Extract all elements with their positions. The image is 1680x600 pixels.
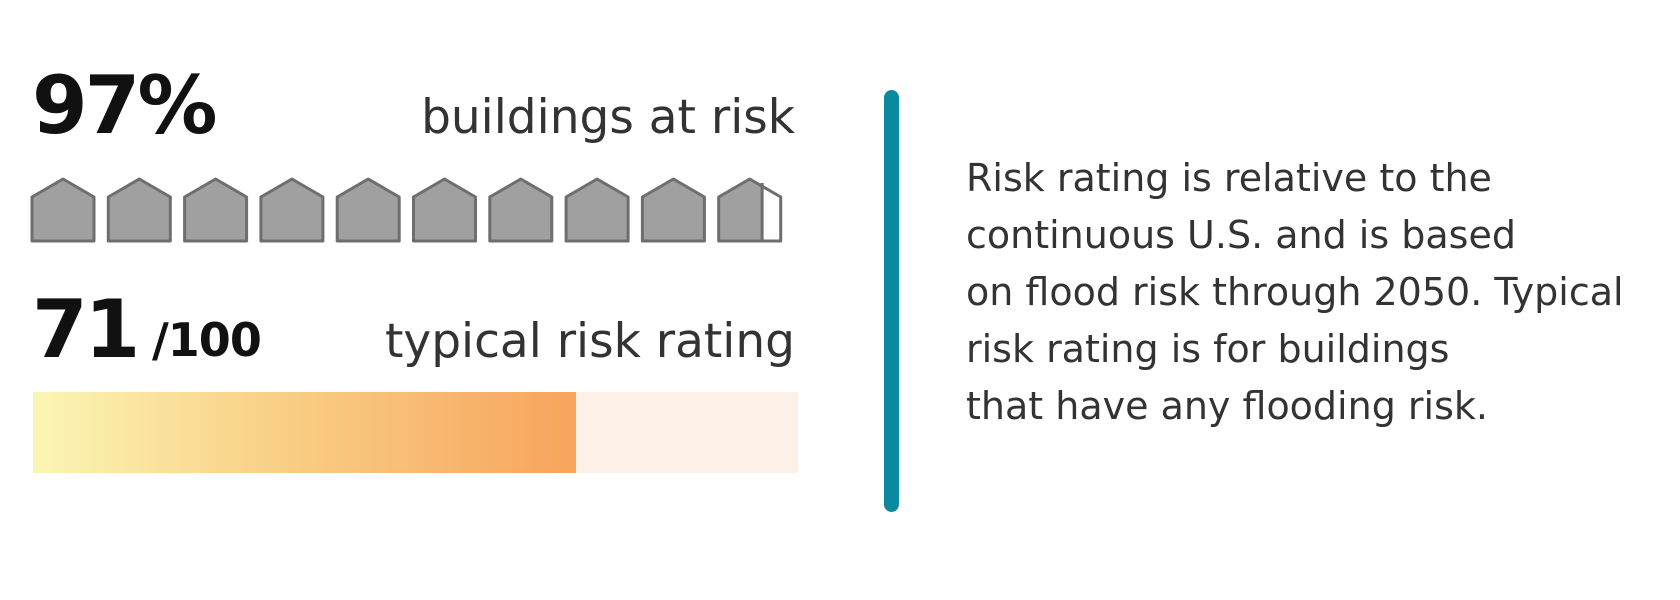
house-icon <box>717 177 783 243</box>
house-icon <box>259 177 325 243</box>
house-icon <box>488 177 554 243</box>
risk-rating-bar <box>33 392 798 473</box>
house-icon <box>640 177 706 243</box>
note-line: risk rating is for buildings <box>966 327 1450 371</box>
house-icon <box>30 177 96 243</box>
house-icon <box>183 177 249 243</box>
note-line: on flood risk through 2050. Typical <box>966 270 1624 314</box>
house-icon <box>412 177 477 243</box>
house-icon <box>564 177 630 243</box>
risk-rating-label: typical risk rating <box>384 314 795 369</box>
risk-rating-scale: /100 <box>152 313 262 367</box>
note-line: that have any flooding risk. <box>966 384 1488 428</box>
buildings-at-risk-label: buildings at risk <box>421 90 795 145</box>
note-line: continuous U.S. and is based <box>966 213 1516 257</box>
vertical-divider <box>884 90 899 512</box>
note-line: Risk rating is relative to the <box>966 156 1492 200</box>
risk-rating-value: 71 <box>32 283 140 376</box>
house-icons-svg <box>30 177 783 243</box>
explanatory-note: Risk rating is relative to the continuou… <box>966 150 1666 435</box>
house-icon <box>335 177 401 243</box>
house-icon-row <box>30 177 800 245</box>
buildings-at-risk-percent: 97% <box>32 59 217 152</box>
house-icon <box>106 177 172 243</box>
risk-rating-bar-fill <box>33 392 577 473</box>
